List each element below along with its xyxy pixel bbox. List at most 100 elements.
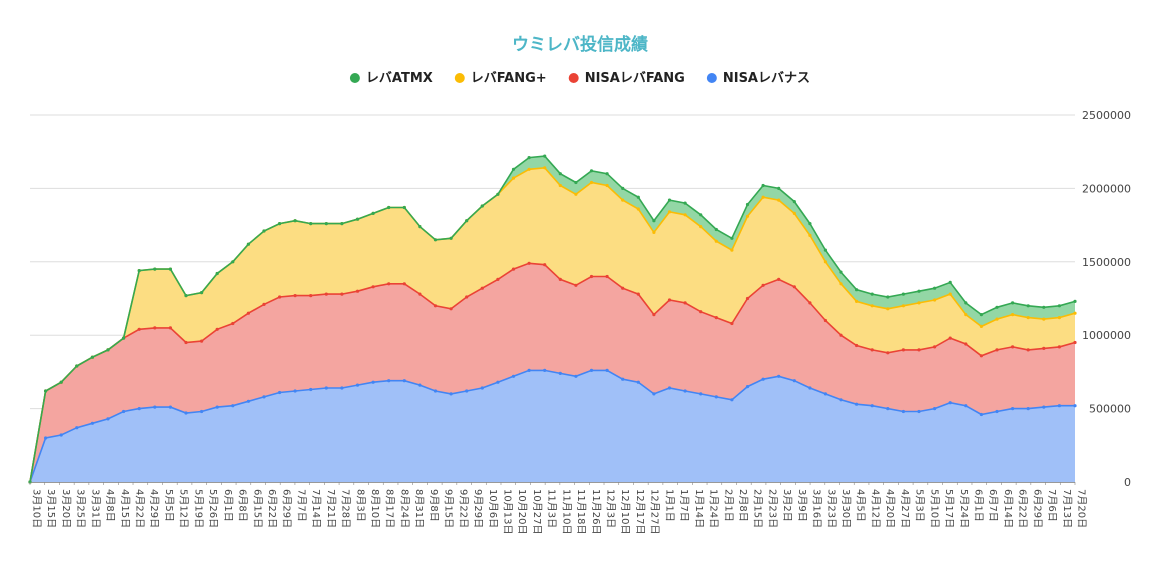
data-point — [511, 374, 516, 378]
data-point — [636, 207, 640, 211]
area-series-1 — [30, 263, 1075, 482]
data-point — [699, 392, 703, 396]
y-tick-label: 500000 — [1089, 403, 1131, 416]
data-point — [605, 183, 609, 188]
area-series-3 — [30, 156, 1075, 482]
data-point — [215, 271, 219, 276]
data-point — [449, 392, 453, 396]
data-point — [309, 222, 313, 226]
data-point — [527, 167, 531, 171]
data-point — [1057, 316, 1061, 320]
x-tick-label: 3月10日 — [31, 489, 43, 528]
data-point — [1026, 304, 1030, 308]
data-point — [683, 389, 687, 393]
data-point — [745, 202, 750, 207]
data-point — [75, 364, 79, 368]
x-tick-label: 5月5日 — [163, 489, 175, 522]
data-point — [543, 368, 547, 372]
data-point — [231, 260, 235, 264]
data-point — [948, 292, 952, 296]
data-point — [90, 421, 94, 425]
data-point — [621, 377, 625, 381]
x-tick-label: 5月26日 — [207, 489, 219, 528]
x-tick-label: 12月17日 — [634, 489, 646, 534]
chart-title: ウミレバ投信成績 — [512, 34, 648, 55]
data-point — [558, 371, 562, 375]
data-point — [901, 348, 906, 352]
data-point — [449, 236, 453, 240]
data-point — [511, 176, 516, 180]
x-tick-label: 6月1日 — [222, 489, 234, 522]
data-point — [589, 169, 594, 173]
data-point — [574, 180, 578, 185]
data-point — [184, 294, 188, 298]
data-point — [979, 324, 984, 328]
data-point — [309, 294, 313, 298]
data-point — [792, 285, 796, 289]
x-tick-label: 3月15日 — [45, 489, 57, 528]
x-tick-label: 9月29日 — [472, 489, 484, 528]
data-point — [402, 379, 406, 383]
data-point — [855, 299, 859, 303]
data-point — [605, 172, 609, 176]
data-point — [652, 313, 656, 317]
x-tick-label: 3月31日 — [89, 489, 101, 528]
data-point — [1073, 404, 1077, 408]
legend-item: NISAレバナス — [706, 71, 810, 86]
data-point — [122, 336, 126, 340]
data-point — [574, 283, 578, 287]
data-point — [933, 345, 937, 349]
data-point — [855, 288, 859, 292]
data-point — [527, 156, 531, 160]
y-axis: 0 500000 1000000 1500000 2000000 2500000 — [1082, 109, 1131, 489]
x-tick-label: 10月6日 — [487, 489, 499, 528]
data-point — [387, 379, 391, 383]
data-point — [1042, 317, 1046, 321]
x-tick-label: 12月27日 — [649, 489, 661, 534]
legend-item: レバATMX — [349, 71, 433, 86]
data-point — [870, 292, 874, 296]
data-point — [964, 342, 968, 346]
data-point — [948, 401, 952, 405]
data-point — [745, 296, 750, 301]
data-point — [511, 267, 516, 271]
data-point — [1073, 340, 1077, 345]
data-point — [496, 192, 500, 196]
data-point — [184, 411, 188, 415]
data-point — [1011, 407, 1015, 411]
data-point — [449, 307, 453, 311]
data-point — [1042, 405, 1046, 409]
data-point — [1057, 304, 1061, 308]
data-point — [527, 368, 531, 372]
data-point — [636, 380, 640, 384]
data-point — [355, 217, 360, 221]
data-point — [745, 214, 750, 218]
data-point — [714, 395, 718, 399]
data-point — [886, 307, 890, 311]
legend-item: レバFANG+ — [454, 71, 547, 86]
data-point — [511, 167, 516, 171]
legend-marker — [349, 73, 360, 83]
data-point — [699, 213, 703, 217]
x-tick-label: 5月24日 — [958, 489, 970, 528]
data-point — [823, 392, 828, 396]
data-point — [465, 295, 469, 299]
x-tick-label: 6月22日 — [1017, 489, 1029, 528]
x-tick-label: 6月22日 — [266, 489, 278, 528]
x-tick-label: 12月3日 — [605, 489, 617, 528]
data-point — [823, 318, 828, 323]
data-point — [1011, 345, 1015, 349]
data-point — [355, 289, 360, 293]
x-tick-label: 9月22日 — [457, 489, 469, 528]
data-point — [59, 433, 63, 437]
data-point — [387, 205, 391, 210]
x-tick-label: 2月1日 — [722, 489, 734, 522]
data-point — [262, 302, 266, 306]
data-point — [792, 200, 796, 204]
x-tick-label: 7月20日 — [1076, 489, 1088, 528]
data-point — [433, 238, 438, 242]
x-tick-label: 9月8日 — [428, 489, 440, 522]
data-point — [309, 387, 313, 392]
data-point — [340, 292, 344, 296]
data-point — [324, 222, 328, 226]
